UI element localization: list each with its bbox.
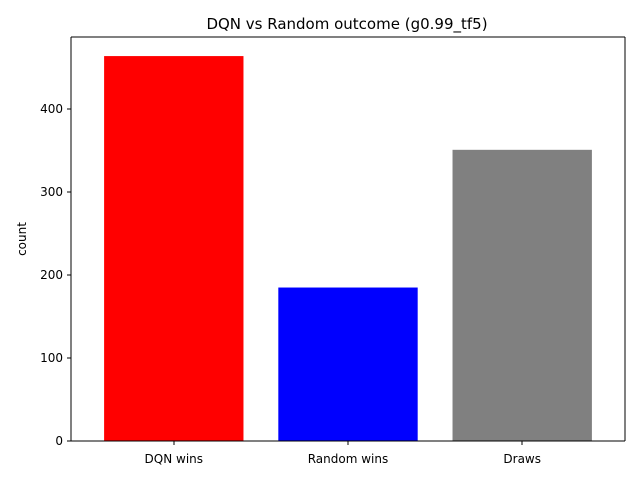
y-tick-label: 300 bbox=[40, 185, 63, 199]
chart-title: DQN vs Random outcome (g0.99_tf5) bbox=[206, 15, 487, 34]
y-axis-label: count bbox=[15, 222, 29, 256]
bar-draws bbox=[452, 149, 592, 441]
bars-layer bbox=[104, 56, 592, 442]
x-tick-label: Random wins bbox=[308, 452, 389, 466]
y-tick-label: 0 bbox=[55, 434, 63, 448]
y-tick-label: 200 bbox=[40, 268, 63, 282]
bar-dqn-wins bbox=[104, 56, 244, 442]
y-tick-label: 100 bbox=[40, 351, 63, 365]
x-tick-label: Draws bbox=[503, 452, 541, 466]
x-tick-label: DQN wins bbox=[145, 452, 203, 466]
ticks-layer: DQN wins Random wins Draws 0 100 200 300 400 bbox=[40, 102, 541, 466]
y-tick-label: 400 bbox=[40, 102, 63, 116]
bar-random-wins bbox=[278, 287, 418, 441]
